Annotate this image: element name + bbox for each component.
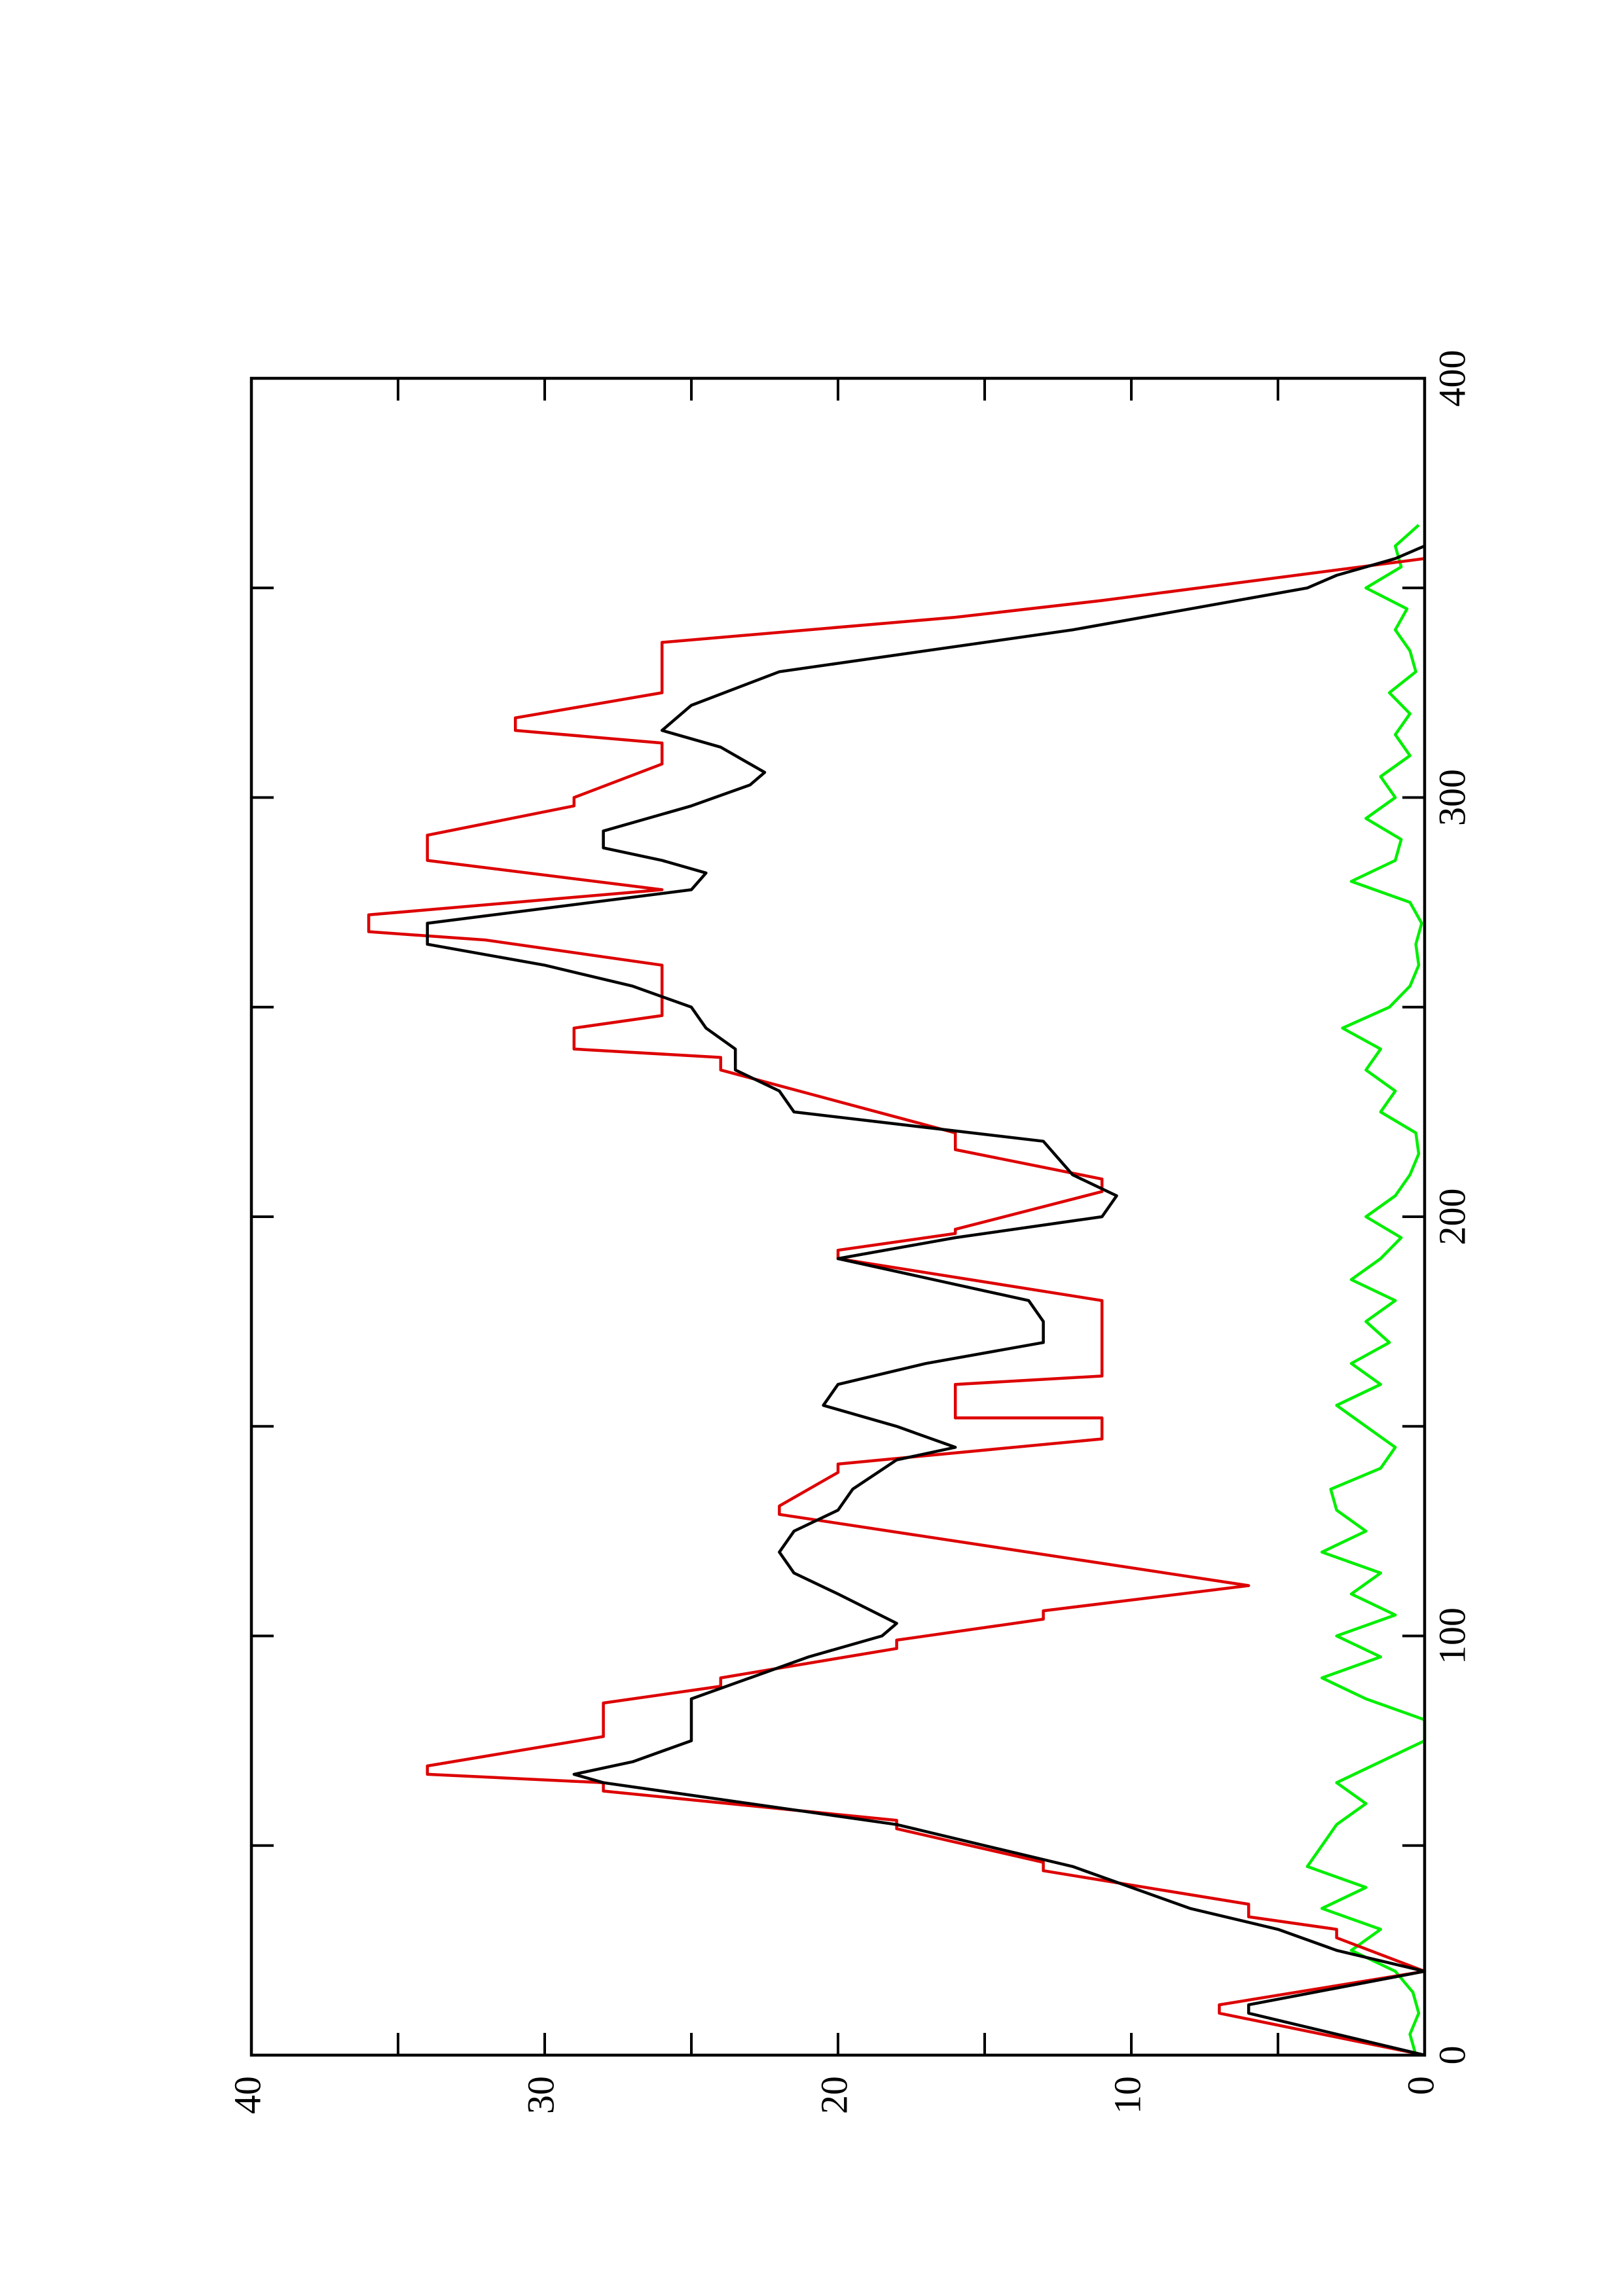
y-tick-label: 30 [519, 2076, 562, 2114]
y-tick-label: 0 [1399, 2076, 1442, 2095]
y-tick-label: 10 [1106, 2076, 1148, 2114]
series-line [1305, 524, 1427, 2056]
y-tick-label: 40 [226, 2076, 268, 2114]
x-tick-label: 300 [1431, 769, 1473, 826]
x-tick-label: 0 [1431, 2046, 1473, 2065]
plot-area [367, 524, 1427, 2057]
y-tick-label: 20 [812, 2076, 855, 2114]
series-line [426, 545, 1427, 2057]
x-tick-label: 100 [1431, 1607, 1473, 1664]
x-tick-label: 400 [1431, 350, 1473, 407]
x-tick-label: 200 [1431, 1189, 1473, 1246]
series-line [367, 557, 1427, 2057]
